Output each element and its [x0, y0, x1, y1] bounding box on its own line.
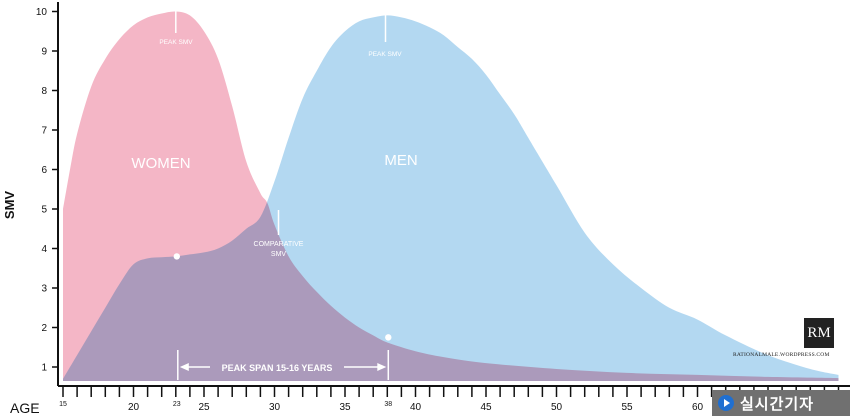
x-tick-label: 35	[339, 402, 351, 413]
news-badge: 실시간기자	[712, 390, 850, 416]
x-tick-label: 60	[692, 402, 704, 413]
rm-logo: RM	[804, 318, 834, 348]
y-tick-label: 7	[41, 126, 47, 137]
area-series-group	[63, 11, 839, 382]
x-tick-label: 30	[269, 402, 281, 413]
x-tick-label: 45	[480, 402, 492, 413]
x-tick-label: 40	[410, 402, 422, 413]
comparative-label-1: COMPARATIVE	[254, 241, 304, 248]
span-arrow-right	[377, 363, 387, 371]
x-tick-label: 20	[128, 402, 140, 413]
men-area	[63, 15, 839, 382]
source-credit: RATIONALMALE.WORDPRESS.COM	[733, 352, 830, 358]
women-peak-label: PEAK SMV	[159, 39, 193, 46]
men-peak-label: PEAK SMV	[368, 51, 402, 58]
y-tick-label: 9	[41, 47, 47, 58]
y-axis-title: SMV	[2, 191, 17, 220]
y-tick-label: 3	[41, 284, 47, 295]
x-tick-label: 23	[173, 401, 181, 408]
y-tick-label: 4	[41, 244, 47, 255]
y-tick-label: 5	[41, 205, 47, 216]
play-icon	[712, 390, 740, 416]
badge-label: 실시간기자	[740, 394, 815, 413]
x-tick-label: 15	[59, 401, 67, 408]
women-label: WOMEN	[131, 155, 190, 172]
marker-dot	[173, 253, 180, 260]
y-tick-label: 8	[41, 86, 47, 97]
y-tick-label: 1	[41, 363, 47, 374]
men-label: MEN	[384, 152, 417, 169]
x-tick-label: 50	[551, 402, 563, 413]
span-arrow-left	[179, 363, 189, 371]
x-tick-label: 25	[198, 402, 210, 413]
marker-dot	[385, 334, 392, 341]
x-tick-label: 55	[621, 402, 633, 413]
y-tick-label: 6	[41, 165, 47, 176]
peak-span-label: PEAK SPAN 15-16 YEARS	[222, 363, 333, 373]
comparative-label-2: SMV	[271, 251, 287, 258]
annotations-group: WOMEN MEN PEAK SMV PEAK SMV COMPARATIVE SMV PE…	[131, 8, 418, 380]
y-tick-label: 10	[36, 7, 48, 18]
x-axis-title: AGE	[10, 400, 40, 416]
x-tick-label: 38	[384, 401, 392, 408]
y-tick-label: 2	[41, 323, 47, 334]
